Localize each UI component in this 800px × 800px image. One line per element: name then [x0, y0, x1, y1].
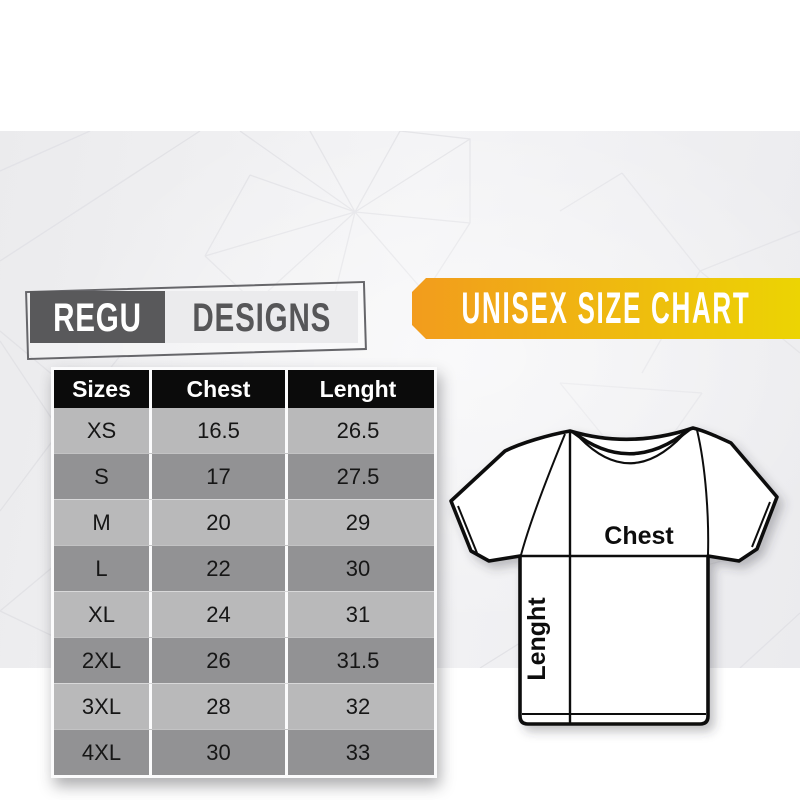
table-cell: 27.5	[285, 454, 428, 499]
table-row: XS 16.5 26.5	[54, 408, 434, 453]
table-row: 2XL 26 31.5	[54, 637, 434, 683]
table-cell: 20	[149, 500, 285, 545]
brand-secondary-box: DESIGNS	[164, 291, 359, 343]
title-banner: UNISEX SIZE CHART	[412, 278, 800, 339]
left-cuff-seam	[457, 505, 478, 554]
table-cell: 32	[285, 684, 428, 729]
right-cuff-seam	[751, 501, 771, 548]
table-cell: 33	[285, 730, 428, 775]
chest-label: Chest	[604, 522, 674, 550]
table-cell: 2XL	[81, 648, 122, 673]
table-cell: 29	[285, 500, 428, 545]
table-cell: S	[94, 464, 109, 489]
table-cell: 26.5	[285, 408, 428, 453]
brand-logo: REGU DESIGNS	[25, 280, 368, 361]
title-banner-text: UNISEX SIZE CHART	[461, 282, 751, 333]
table-cell: XS	[86, 418, 117, 443]
table-cell: 28	[149, 684, 285, 729]
size-table-header: Sizes Chest Lenght	[54, 370, 434, 408]
collar-band-upper-arc	[571, 427, 692, 456]
brand-primary-text: REGU	[53, 294, 142, 340]
header-cell-length: Lenght	[285, 370, 428, 408]
table-row: S 17 27.5	[54, 453, 434, 499]
right-sleeve-seam	[696, 429, 710, 556]
table-cell: 3XL	[81, 694, 122, 719]
table-cell: 26	[149, 638, 285, 683]
table-cell: 17	[149, 454, 285, 499]
table-row: M 20 29	[54, 499, 434, 545]
brand-secondary-text: DESIGNS	[192, 294, 332, 340]
tshirt-svg: Chest Lenght	[449, 426, 779, 726]
tshirt-diagram: Chest Lenght	[443, 413, 799, 749]
table-row: L 22 30	[54, 545, 434, 591]
table-cell: L	[95, 556, 108, 581]
table-cell: 31.5	[285, 638, 428, 683]
table-row: XL 24 31	[54, 591, 434, 637]
table-cell: 31	[285, 592, 428, 637]
header-cell-sizes: Sizes	[72, 376, 131, 402]
content-band: REGU DESIGNS UNISEX SIZE CHART Sizes Che…	[0, 131, 800, 778]
table-cell: 4XL	[81, 740, 122, 765]
table-row: 4XL 30 33	[54, 729, 434, 775]
size-table: Sizes Chest Lenght XS 16.5 26.5 S 17 27.5 M 20 2…	[51, 367, 437, 778]
table-header-row: Sizes Chest Lenght	[54, 370, 434, 408]
table-cell: 16.5	[149, 408, 285, 453]
table-cell: XL	[88, 602, 115, 627]
table-row: 3XL 28 32	[54, 683, 434, 729]
table-cell: 22	[149, 546, 285, 591]
table-cell: 30	[149, 730, 285, 775]
header-cell-chest: Chest	[149, 370, 285, 408]
table-cell: 24	[149, 592, 285, 637]
length-label: Lenght	[523, 597, 551, 681]
size-table-body: XS 16.5 26.5 S 17 27.5 M 20 29 L 22 30 XL 24 31 2XL 26 31…	[54, 408, 434, 775]
tshirt-outline	[449, 426, 779, 726]
collar-band-lower-arc	[579, 434, 684, 465]
table-cell: 30	[285, 546, 428, 591]
table-cell: M	[92, 510, 111, 535]
brand-primary-box: REGU	[30, 291, 165, 343]
left-sleeve-seam	[520, 433, 566, 556]
